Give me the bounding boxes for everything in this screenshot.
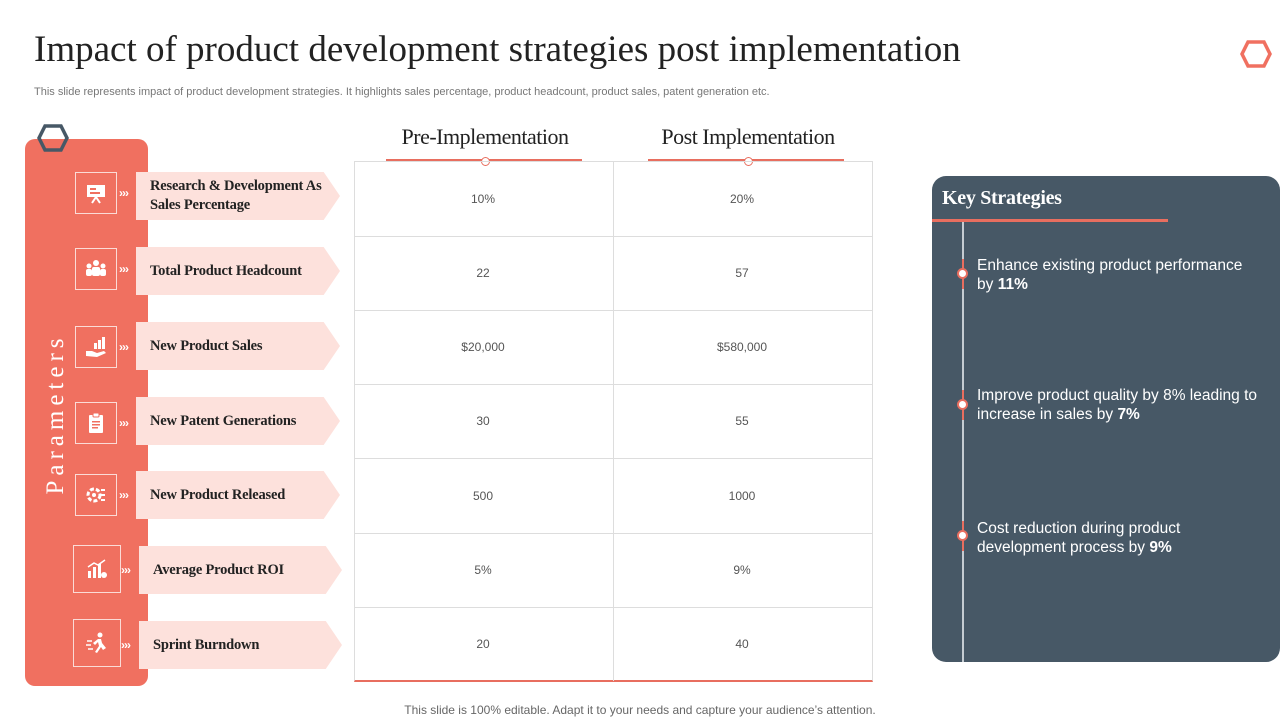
hexagon-icon [37, 124, 69, 152]
parameters-sidebar [25, 139, 148, 686]
pre-value: 30 [476, 414, 490, 428]
parameter-label: Sprint Burndown [153, 636, 260, 653]
chevron-icon: ››› [119, 186, 129, 200]
pre-value: $20,000 [461, 340, 505, 354]
page-title: Impact of product development strategies… [34, 29, 961, 70]
chevron-icon: ››› [121, 638, 131, 652]
post-value: 9% [733, 563, 751, 577]
parameter-label: Research & Development As Sales Percenta… [150, 178, 322, 213]
table-row-divider [354, 384, 873, 385]
runner-icon [73, 619, 121, 667]
chevron-icon: ››› [121, 563, 131, 577]
column-header-pre: Pre-Implementation [401, 124, 569, 149]
strategy-item: Improve product quality by 8% leading to… [977, 387, 1258, 424]
parameter-pill: New Product Released [136, 471, 340, 519]
timeline-dot [957, 399, 968, 410]
key-strategies-title: Key Strategies [942, 187, 1062, 209]
parameter-label: Average Product ROI [153, 561, 284, 578]
gear-release-icon [75, 474, 117, 516]
hexagon-icon [1240, 40, 1272, 68]
hand-growth-icon [75, 326, 117, 368]
chevron-icon: ››› [119, 262, 129, 276]
parameter-pill: Average Product ROI [139, 546, 342, 594]
parameter-label: New Patent Generations [150, 412, 297, 429]
post-value: 1000 [728, 489, 756, 503]
clipboard-icon [75, 402, 117, 444]
parameter-pill: Total Product Headcount [136, 247, 340, 295]
strategy-item: Enhance existing product performance by … [977, 257, 1243, 294]
parameter-label: New Product Sales [150, 337, 263, 354]
table-row-divider [354, 458, 873, 459]
presentation-icon [75, 172, 117, 214]
key-strategies-panel [932, 176, 1280, 662]
pre-value: 5% [474, 563, 492, 577]
parameters-label: Parameters [42, 333, 69, 495]
parameter-label: New Product Released [150, 486, 286, 503]
footer-note: This slide is 100% editable. Adapt it to… [404, 703, 876, 717]
pre-value: 10% [470, 192, 496, 206]
pre-value: 20 [476, 637, 490, 651]
chevron-icon: ››› [119, 488, 129, 502]
parameter-pill: New Patent Generations [136, 397, 340, 445]
parameter-label: Total Product Headcount [150, 262, 302, 279]
post-value: 57 [735, 266, 749, 280]
pre-value: 22 [476, 266, 490, 280]
table-row-divider [354, 310, 873, 311]
timeline-line [962, 222, 964, 662]
page-subtitle: This slide represents impact of product … [34, 86, 770, 98]
parameter-pill: Sprint Burndown [139, 621, 342, 669]
table-row-divider [354, 533, 873, 534]
parameter-pill: New Product Sales [136, 322, 340, 370]
strategy-item: Cost reduction during product developmen… [977, 520, 1181, 557]
bar-chart-icon [73, 545, 121, 593]
post-value: $580,000 [716, 340, 768, 354]
chevron-icon: ››› [119, 340, 129, 354]
chevron-icon: ››› [119, 416, 129, 430]
table-row-divider [354, 607, 873, 608]
key-strategies-underline [932, 219, 1168, 222]
timeline-dot [957, 268, 968, 279]
post-value: 55 [735, 414, 749, 428]
table-row-divider [354, 236, 873, 237]
post-value: 20% [729, 192, 755, 206]
timeline-dot [957, 530, 968, 541]
pre-value: 500 [472, 489, 494, 503]
column-header-post: Post Implementation [661, 124, 835, 149]
post-value: 40 [735, 637, 749, 651]
table-divider [613, 161, 614, 681]
parameter-pill: Research & Development As Sales Percenta… [136, 172, 340, 220]
team-icon [75, 248, 117, 290]
